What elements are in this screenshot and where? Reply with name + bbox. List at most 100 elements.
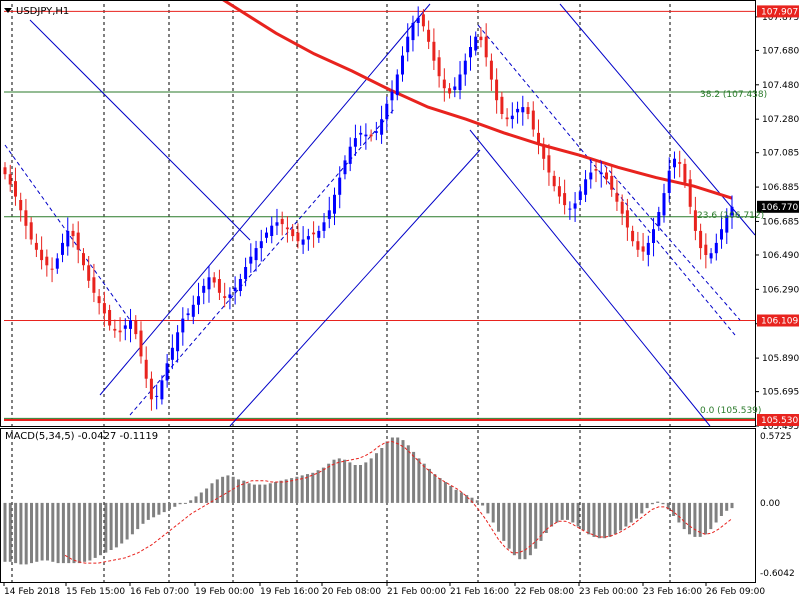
price-tick-label: 107.085 — [762, 149, 799, 159]
candle-body — [327, 210, 331, 219]
candle-body — [317, 230, 321, 238]
macd-histogram-bar — [693, 502, 697, 537]
candle-body — [217, 279, 221, 293]
macd-histogram-bar — [613, 502, 617, 535]
candle-body — [265, 232, 268, 238]
macd-histogram-bar — [56, 502, 60, 564]
price-tick-label: 105.695 — [762, 388, 799, 398]
macd-histogram-bar — [507, 502, 511, 549]
candle-body — [259, 241, 263, 249]
price-tick-label: 106.490 — [762, 251, 799, 261]
macd-histogram-bar — [629, 502, 633, 523]
candle-body — [359, 132, 363, 135]
macd-histogram-bar — [624, 502, 628, 527]
macd-histogram-bar — [539, 502, 543, 541]
macd-scale-bottom: -0.6042 — [760, 569, 795, 579]
candle-body — [45, 256, 49, 266]
price-tick-label: 105.495 — [762, 422, 799, 432]
candle-body — [29, 222, 33, 240]
candle-body — [244, 267, 248, 279]
macd-histogram-bar — [210, 483, 214, 503]
candle-body — [683, 163, 687, 183]
candle-body — [348, 146, 352, 164]
candle-body — [322, 222, 326, 231]
time-tick-label: 20 Feb 08:00 — [322, 587, 381, 597]
macd-histogram-bar — [369, 458, 373, 503]
axes: 107.875 107.680 107.480 107.280 107.085 106.8… — [3, 5, 799, 597]
chart-title[interactable]: USDJPY,H1 — [4, 6, 69, 17]
macd-histogram-bar — [321, 467, 325, 503]
chart-borders — [0, 0, 756, 583]
macd-histogram-bar — [30, 502, 33, 564]
candle-body — [406, 36, 410, 53]
candle-body — [573, 203, 577, 209]
macd-histogram-bar — [221, 476, 225, 503]
candle-body — [605, 172, 608, 180]
candle-body — [552, 175, 556, 187]
macd-histogram-bar — [709, 502, 713, 530]
macd-indicator — [3, 437, 734, 565]
macd-histogram-bar — [677, 502, 681, 523]
candle-body — [149, 378, 153, 400]
candle-body — [275, 222, 279, 226]
macd-histogram-bar — [672, 502, 676, 516]
time-tick-label: 22 Feb 08:00 — [515, 587, 574, 597]
macd-histogram-bar — [406, 445, 410, 503]
macd-histogram-bar — [417, 458, 421, 503]
time-tick-label: 19 Feb 16:00 — [260, 587, 319, 597]
candle-body — [134, 320, 138, 335]
macd-histogram-bar — [730, 502, 734, 509]
candle-body — [500, 96, 504, 114]
candle-body — [437, 57, 441, 77]
price-box — [757, 200, 799, 213]
macd-histogram-bar — [422, 463, 426, 503]
candle-body — [238, 279, 242, 291]
candle-body — [102, 303, 106, 314]
fib-236-label: 23.6 (106.712) — [697, 211, 764, 221]
candle-body — [186, 313, 190, 316]
candle-body — [688, 179, 692, 207]
macd-histogram-bar — [93, 502, 97, 558]
candle-body — [610, 175, 614, 190]
macd-histogram-bar — [141, 502, 145, 524]
candle-body — [730, 206, 734, 216]
candle-body — [14, 181, 17, 197]
candle-body — [416, 17, 420, 23]
candle-body — [594, 169, 598, 171]
macd-histogram-bar — [465, 495, 469, 503]
macd-histogram-bar — [438, 478, 442, 503]
macd-histogram-bar — [337, 458, 341, 503]
triangle-down-icon[interactable] — [4, 8, 12, 13]
candle-body — [87, 265, 91, 281]
candle-body — [202, 285, 206, 293]
candle-body — [427, 29, 431, 42]
macd-scale-top: 0.5725 — [760, 432, 792, 442]
candle-body — [390, 91, 394, 101]
macd-histogram-bar — [666, 502, 670, 510]
candle-body — [547, 155, 551, 173]
candle-body — [113, 328, 117, 331]
candle-body — [641, 246, 645, 252]
candle-body — [678, 162, 682, 164]
price-levels — [4, 10, 755, 421]
candle-body — [699, 230, 703, 249]
time-tick-label: 26 Feb 09:00 — [706, 587, 765, 597]
macd-histogram-bar — [528, 502, 532, 556]
macd-histogram-bar — [104, 502, 108, 553]
price-tick-label: 106.685 — [762, 217, 799, 227]
candle-body — [714, 242, 718, 254]
macd-histogram-bar — [237, 479, 240, 503]
candle-body — [448, 88, 452, 94]
macd-histogram-bar — [449, 485, 453, 503]
macd-histogram-bar — [619, 502, 623, 531]
candle-body — [212, 277, 216, 283]
macd-histogram-bar — [385, 441, 389, 503]
price-tick-label: 106.290 — [762, 285, 799, 295]
macd-histogram-bar — [512, 502, 516, 556]
time-tick-label: 21 Feb 00:00 — [387, 587, 446, 597]
candle-body — [599, 172, 603, 175]
macd-histogram-bar — [61, 502, 65, 564]
candle-body — [82, 253, 85, 266]
